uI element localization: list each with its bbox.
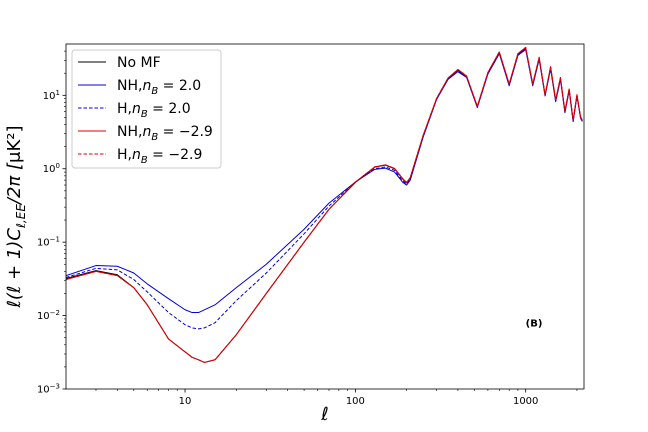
x-tick-label: 100 [346, 396, 365, 407]
legend-label-4: H,nB = −2.9 [117, 147, 202, 166]
legend-label-1: NH,nB = 2.0 [117, 78, 201, 97]
y-axis-label: ℓ(ℓ + 1)Cℓ,EE/2π [μK²] [4, 125, 28, 308]
panel-annotation: (B) [526, 319, 543, 330]
series-lines [66, 46, 583, 363]
plot-frame [65, 43, 585, 390]
x-axis-label: ℓ [320, 404, 328, 425]
x-tick-label: 1000 [513, 396, 538, 407]
legend-label-0: No MF [117, 55, 161, 71]
x-tick-label: 10 [179, 396, 192, 407]
legend-box [71, 49, 222, 169]
legend-label-2: H,nB = 2.0 [117, 101, 191, 120]
legend-label-3: NH,nB = −2.9 [117, 124, 213, 143]
series-line-4 [66, 46, 583, 363]
legend: No MF NH,nB = 2.0 H,nB = 2.0 NH,nB = −2.9 H,… [71, 49, 222, 169]
